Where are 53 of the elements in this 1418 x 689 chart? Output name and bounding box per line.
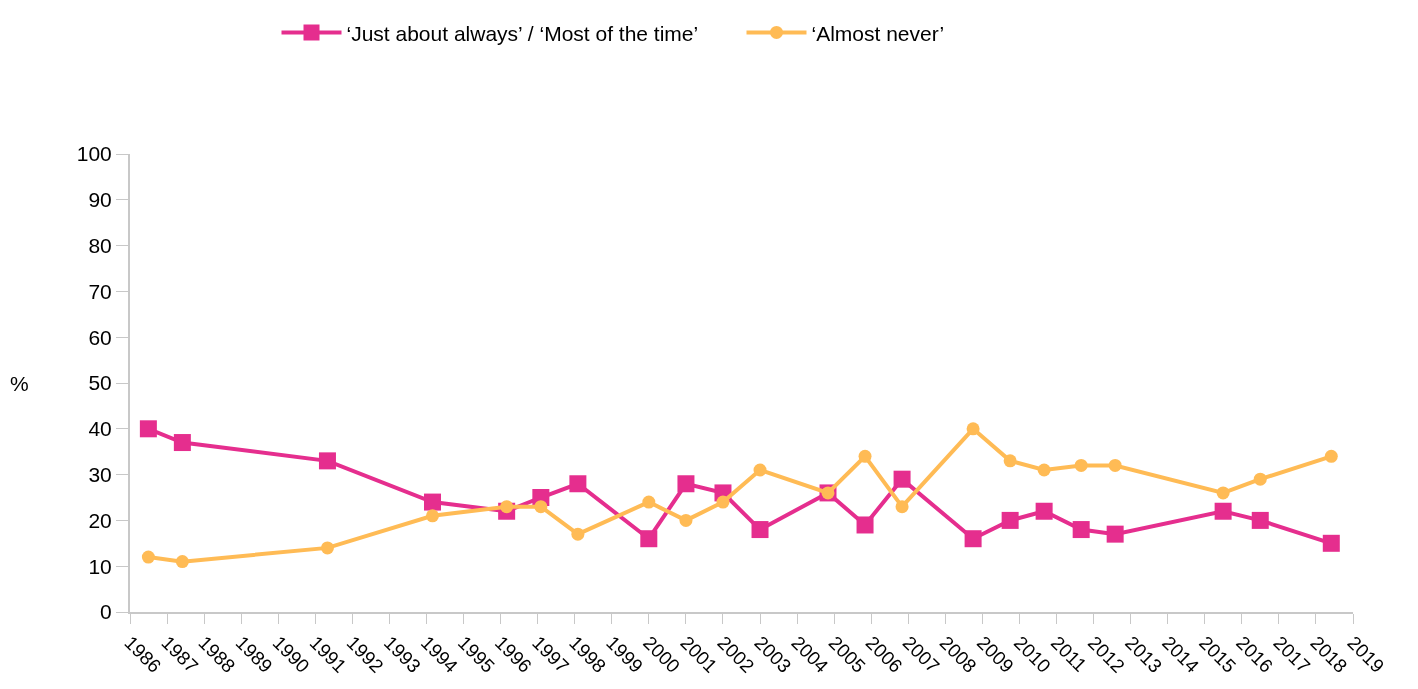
point [173, 434, 191, 452]
point [679, 513, 693, 527]
point [1106, 525, 1124, 543]
point [966, 422, 980, 436]
point [753, 463, 767, 477]
y-tick-label: 70 [88, 279, 112, 303]
point [895, 500, 909, 514]
point [642, 495, 656, 509]
point [751, 521, 769, 539]
point [893, 470, 911, 488]
y-tick-label: 80 [88, 233, 112, 257]
point [1037, 463, 1051, 477]
point [640, 530, 658, 548]
point [1322, 534, 1340, 552]
point [716, 495, 730, 509]
point [1074, 458, 1088, 472]
y-tick-label: 0 [100, 600, 112, 624]
point [318, 452, 336, 470]
point [1251, 511, 1269, 529]
point [1003, 454, 1017, 468]
y-tick-label: 40 [88, 417, 112, 441]
point [139, 420, 157, 438]
legend-label: ‘Just about always’ / ‘Most of the time’ [346, 21, 699, 45]
y-tick-label: 10 [88, 554, 112, 578]
y-tick-label: 20 [88, 508, 112, 532]
point [1253, 472, 1267, 486]
legend-label: ‘Almost never’ [811, 21, 945, 45]
point [569, 475, 587, 493]
point [1035, 502, 1053, 520]
point [1216, 486, 1230, 500]
point [500, 500, 514, 514]
point [964, 530, 982, 548]
point [175, 555, 189, 569]
point [425, 509, 439, 523]
y-tick-label: 100 [76, 142, 112, 166]
point [1324, 449, 1338, 463]
point [534, 500, 548, 514]
point [141, 550, 155, 564]
y-tick-label: 50 [88, 371, 112, 395]
y-tick-label: 90 [88, 188, 112, 212]
y-axis-title: % [10, 372, 29, 395]
point [320, 541, 334, 555]
point [423, 493, 441, 511]
point [571, 527, 585, 541]
point [677, 475, 695, 493]
point [1072, 521, 1090, 539]
y-tick-label: 30 [88, 462, 112, 486]
point [1108, 458, 1122, 472]
y-tick-label: 60 [88, 325, 112, 349]
point [858, 449, 872, 463]
point [856, 516, 874, 534]
point [1214, 502, 1232, 520]
point [1001, 511, 1019, 529]
